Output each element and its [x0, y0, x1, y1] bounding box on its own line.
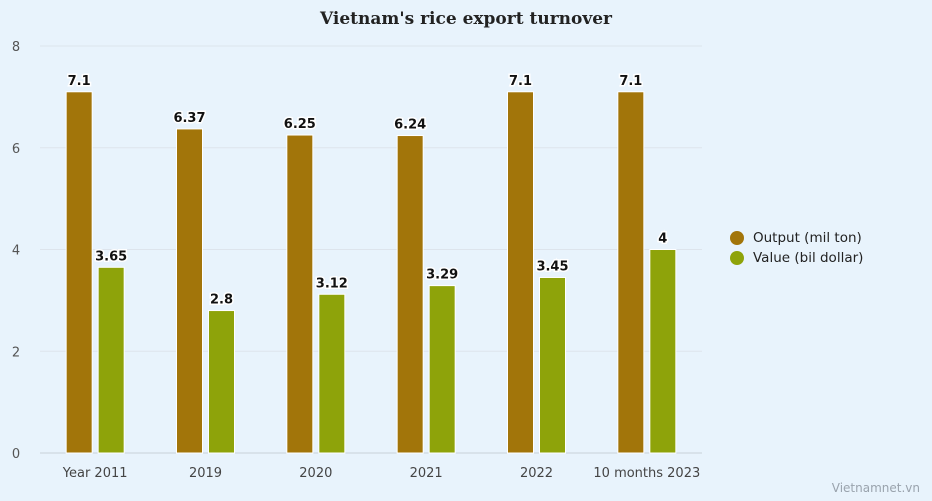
y-tick-label: 4 — [12, 244, 20, 259]
x-tick-label: Year 2011 — [62, 466, 128, 481]
bar[interactable] — [428, 285, 456, 454]
legend-item-output[interactable]: Output (mil ton) — [730, 228, 863, 248]
bar[interactable] — [286, 134, 314, 454]
bar[interactable] — [396, 135, 424, 454]
chart-title: Vietnam's rice export turnover — [320, 9, 612, 29]
x-tick-label: 10 months 2023 — [593, 466, 700, 481]
data-label: 7.1 — [68, 74, 91, 89]
y-tick-label: 2 — [12, 345, 20, 360]
legend-swatch-output — [730, 231, 744, 245]
x-tick-label: 2019 — [189, 466, 222, 481]
bar[interactable] — [507, 91, 534, 454]
bar[interactable] — [649, 249, 677, 454]
x-tick-label: 2021 — [410, 466, 443, 481]
data-label: 3.12 — [316, 276, 348, 291]
source-credit: Vietnamnet.vn — [831, 481, 920, 495]
data-label: 6.37 — [173, 111, 205, 126]
x-tick-label: 2020 — [299, 466, 332, 481]
bar[interactable] — [208, 310, 235, 454]
legend-label-output: Output (mil ton) — [753, 230, 862, 246]
data-label: 3.45 — [536, 259, 568, 274]
x-tick-label: 2022 — [520, 466, 553, 481]
bar[interactable] — [176, 128, 203, 454]
data-label: 7.1 — [619, 74, 642, 89]
bar[interactable] — [318, 293, 346, 454]
data-label: 6.24 — [394, 118, 426, 133]
bar[interactable] — [65, 91, 93, 454]
legend-swatch-value — [730, 251, 744, 265]
data-label: 2.8 — [210, 293, 233, 308]
data-label: 7.1 — [509, 74, 532, 89]
y-tick-label: 8 — [12, 40, 20, 55]
data-label: 3.65 — [95, 249, 127, 264]
y-tick-label: 6 — [12, 142, 20, 157]
legend-label-value: Value (bil dollar) — [753, 250, 864, 266]
legend: Output (mil ton) Value (bil dollar) — [730, 228, 863, 268]
data-label: 4 — [658, 232, 667, 247]
data-label: 6.25 — [284, 117, 316, 132]
bar[interactable] — [539, 276, 566, 454]
bar[interactable] — [617, 91, 645, 454]
bar[interactable] — [97, 266, 125, 454]
y-tick-label: 0 — [12, 447, 20, 462]
data-label: 3.29 — [426, 268, 458, 283]
legend-item-value[interactable]: Value (bil dollar) — [730, 248, 863, 268]
